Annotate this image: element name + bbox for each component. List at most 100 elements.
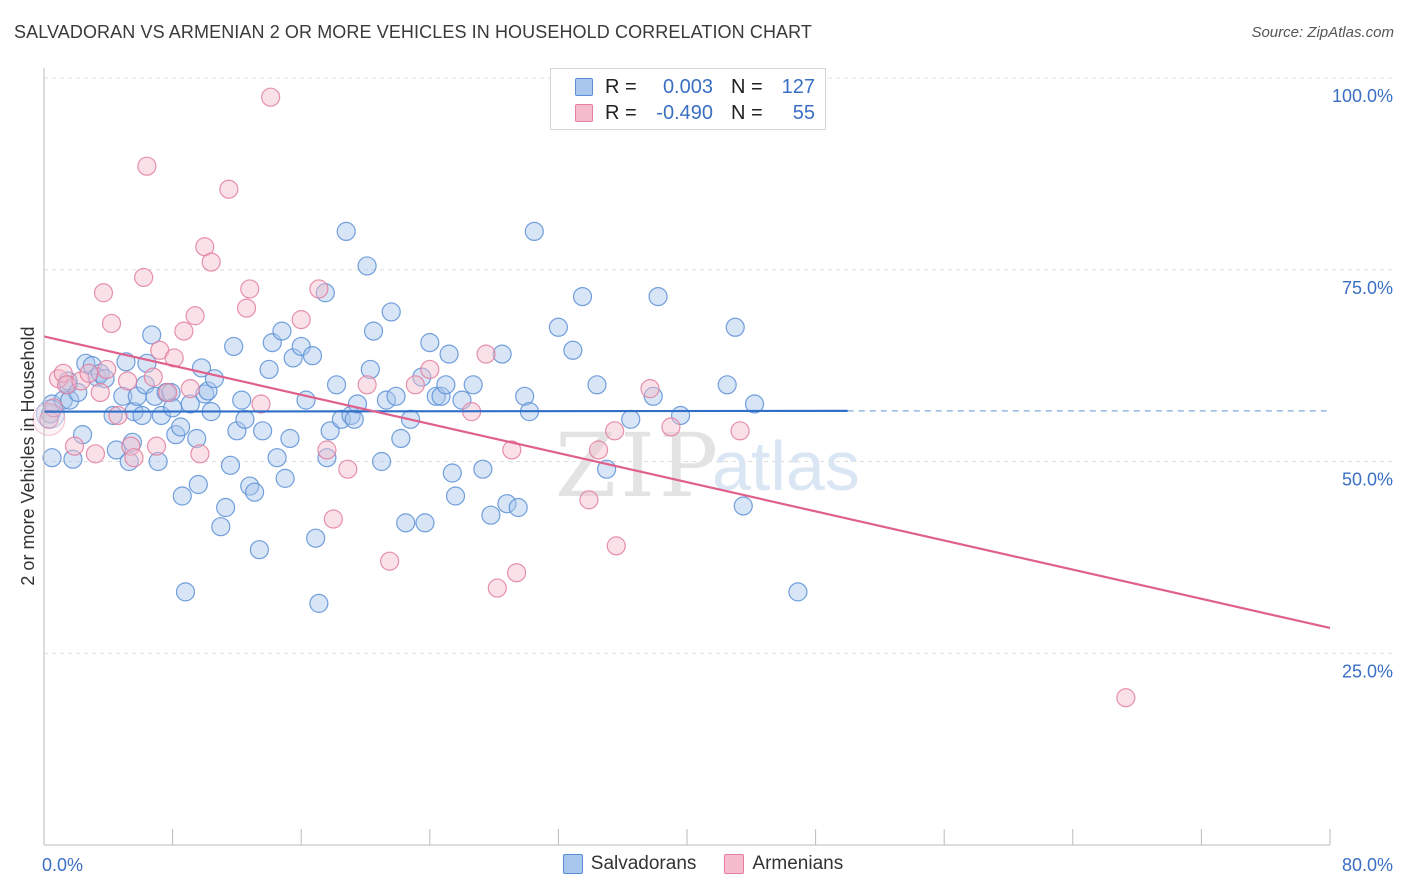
legend-row-salvadorans: R = 0.003 N = 127 [575, 74, 815, 100]
n-label: N = [731, 75, 763, 98]
armenian-point [502, 440, 522, 460]
salvadoran-point [643, 386, 663, 406]
salvadoran-point [227, 421, 247, 441]
salvadoran-point [60, 390, 80, 410]
salvadoran-point [259, 359, 279, 380]
armenian-point [291, 310, 311, 330]
salvadoran-point [172, 486, 192, 506]
salvadoran-point [253, 421, 273, 441]
salvadoran-point [35, 399, 65, 429]
armenian-point [309, 279, 329, 299]
armenian-point [134, 267, 154, 288]
salvadoran-point [492, 344, 512, 364]
armenian-point [137, 156, 157, 176]
armenian-point [219, 179, 239, 199]
x-tick-label-min: 0.0% [42, 855, 83, 875]
salvadoran-point [68, 382, 88, 403]
armenian-point [146, 436, 167, 456]
salvadoran-point [376, 390, 396, 410]
salvadoran-point [725, 317, 745, 337]
y-tick-label: 50.0% [1342, 470, 1393, 490]
armenian-point [85, 444, 106, 464]
armenian-point [357, 375, 377, 395]
salvadoran-point [302, 346, 323, 366]
legend-item-salvadorans[interactable]: Salvadorans [562, 853, 697, 875]
armenian-point [79, 363, 99, 383]
salvadoran-point [224, 336, 244, 357]
legend-item-armenians[interactable]: Armenians [724, 853, 843, 875]
armenian-point [1116, 688, 1136, 708]
salvadoran-point [439, 344, 459, 364]
armenian-point [251, 394, 271, 414]
salvadoran-point [106, 440, 126, 460]
armenian-point [661, 417, 681, 437]
salvadoran-point [548, 317, 569, 337]
armenian-point [405, 375, 425, 395]
armenian-point [323, 509, 343, 529]
source-credit: Source: ZipAtlas.com [1251, 24, 1394, 41]
salvadoran-point [442, 463, 462, 483]
armenian-point [236, 298, 257, 318]
armenian-legend-swatch [724, 854, 745, 874]
armenian-point [53, 363, 73, 383]
legend-row-armenians: R = -0.490 N = 55 [575, 100, 815, 126]
salvadoran-point [320, 421, 340, 441]
salvadoran-point [204, 369, 224, 389]
salvadoran-point [267, 448, 287, 468]
salvadoran-point [788, 582, 808, 602]
n-value: 127 [781, 75, 815, 98]
salvadoran-point [621, 409, 641, 429]
salvadoran-point [283, 348, 303, 368]
salvadoran-point [306, 528, 326, 548]
n-value: 55 [792, 101, 815, 124]
chart-title: SALVADORAN VS ARMENIAN 2 OR MORE VEHICLE… [14, 22, 813, 42]
watermark-atlas: atlas [712, 427, 860, 505]
x-tick-label-max: 80.0% [1342, 855, 1393, 875]
salvadoran-point [175, 582, 196, 602]
armenian-point [338, 459, 358, 479]
salvadoran-point [116, 352, 136, 372]
armenian-point [261, 87, 281, 107]
salvadoran-point [249, 540, 270, 560]
armenian-swatch [575, 104, 593, 122]
salvadoran-point [275, 468, 295, 488]
salvadoran-point [587, 375, 607, 395]
salvadoran-point [431, 386, 451, 406]
salvadoran-point [515, 386, 535, 406]
salvadoran-point [72, 425, 93, 445]
armenian-point [240, 279, 260, 299]
armenian-point [93, 283, 114, 303]
salvadoran-point [188, 474, 208, 495]
series-legend: Salvadorans Armenians [0, 852, 1406, 876]
salvadoran-point [357, 256, 377, 276]
salvadoran-point [244, 482, 265, 502]
y-tick-label: 100.0% [1332, 86, 1393, 106]
armenian-point [174, 321, 194, 341]
salvadoran-point [717, 375, 737, 395]
salvadoran-point [280, 428, 300, 449]
armenian-point [201, 252, 221, 272]
armenian-point [487, 578, 507, 598]
r-value: -0.490 [656, 101, 713, 124]
armenian-point [317, 440, 337, 460]
salvadoran-point [412, 367, 432, 387]
salvadoran-point [360, 359, 380, 380]
armenian-point [579, 490, 599, 510]
n-label: N = [731, 101, 763, 124]
salvadoran-point [187, 428, 207, 449]
salvadoran-point [572, 286, 593, 307]
salvadoran-point [396, 513, 416, 533]
legend-label-salvadorans: Salvadorans [590, 853, 697, 874]
salvadoran-point [113, 386, 133, 406]
salvadoran-point [481, 505, 501, 525]
salvadoran-point [216, 497, 236, 518]
salvadoran-point [82, 356, 102, 376]
salvadoran-point [232, 390, 252, 410]
salvadoran-point [148, 451, 168, 472]
y-tick-label: 25.0% [1342, 661, 1393, 681]
salvadoran-point [171, 417, 191, 437]
salvadoran-point [211, 517, 231, 537]
armenian-point [185, 306, 205, 326]
armenian-point [71, 371, 91, 391]
